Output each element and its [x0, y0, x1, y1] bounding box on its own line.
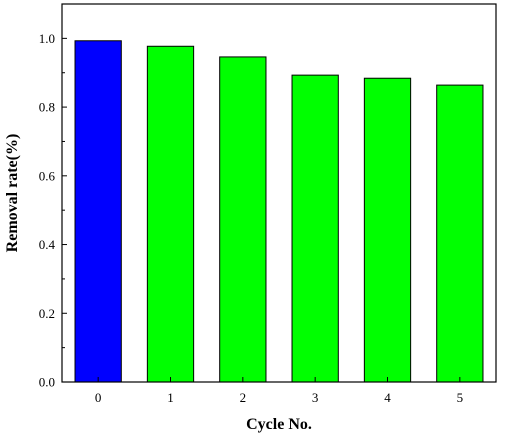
x-tick-label: 2: [240, 390, 247, 405]
y-tick-label: 1.0: [39, 31, 55, 46]
y-tick-label: 0.0: [39, 375, 55, 390]
y-tick-label: 0.8: [39, 100, 55, 115]
x-tick-label: 4: [384, 390, 391, 405]
bars-layer: [74, 40, 484, 383]
y-axis-title: Removal rate(%): [4, 134, 21, 253]
x-tick-label: 3: [312, 390, 319, 405]
bar-cycle-4: [363, 77, 412, 383]
x-tick-label: 0: [95, 390, 102, 405]
bar-cycle-5: [436, 84, 484, 383]
y-tick-label: 0.4: [39, 237, 56, 252]
x-tick-label: 5: [457, 390, 464, 405]
y-tick-label: 0.6: [39, 168, 56, 183]
plot-frame: [61, 3, 497, 383]
x-axis-title: Cycle No.: [246, 416, 312, 433]
x-tick-label: 1: [167, 390, 174, 405]
bar-cycle-0: [74, 40, 122, 383]
y-tick-label: 0.2: [39, 306, 55, 321]
bar-cycle-1: [146, 45, 195, 383]
labels-layer: 0 1 2 3 4 5 0.0 0.2 0.4 0.6 0.8 1.0: [39, 31, 463, 405]
bar-cycle-3: [291, 74, 339, 383]
bar-cycle-2: [219, 56, 267, 383]
